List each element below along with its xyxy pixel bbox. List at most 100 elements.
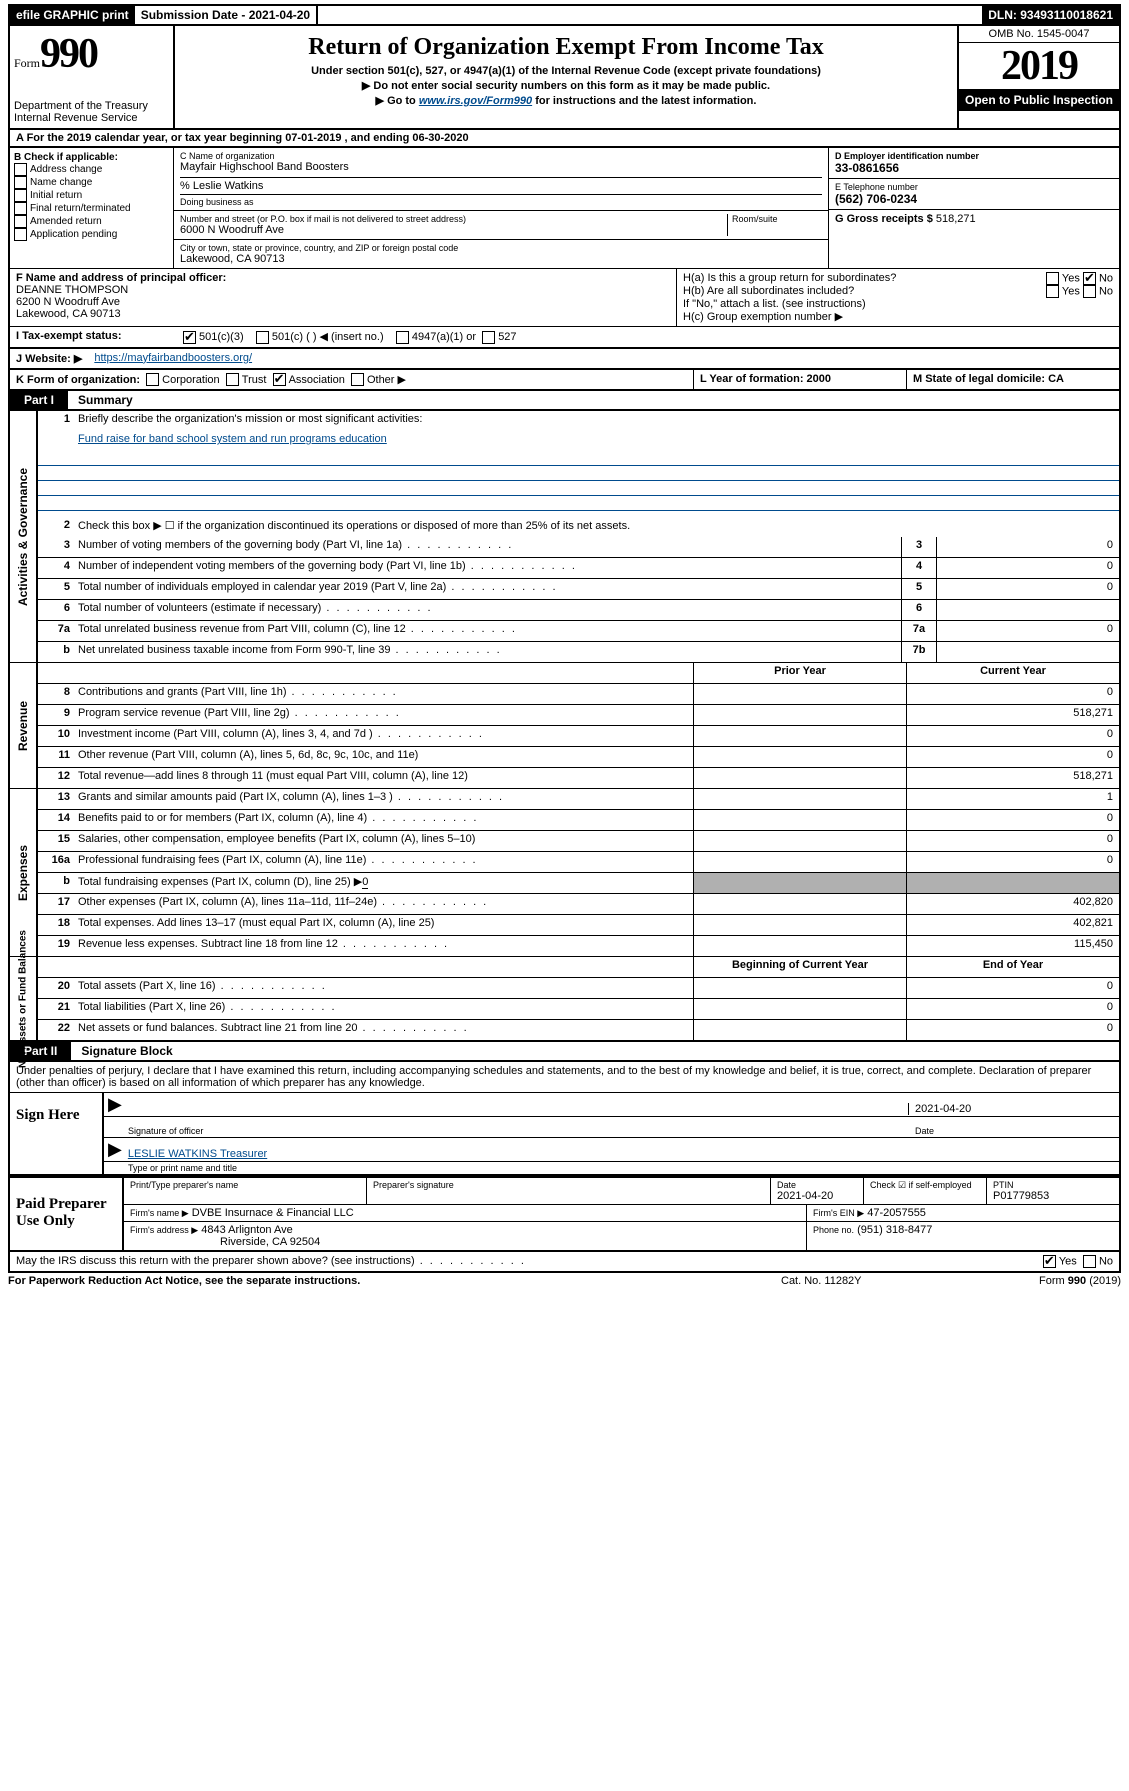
check-final[interactable] [14,202,27,215]
c8: 0 [906,684,1119,704]
header-left: Form990 Department of the Treasury Inter… [10,26,175,128]
cat-no: Cat. No. 11282Y [781,1275,961,1287]
status-527[interactable] [482,331,495,344]
form-990-page: efile GRAPHIC print Submission Date - 20… [0,0,1129,1309]
discuss-yes[interactable] [1043,1255,1056,1268]
c12: 518,271 [906,768,1119,788]
state-domicile: M State of legal domicile: CA [906,370,1119,390]
self-employed-check: Check ☑ if self-employed [870,1180,980,1191]
c18: 402,821 [906,915,1119,935]
check-amended[interactable] [14,215,27,228]
status-501c[interactable] [256,331,269,344]
dln-label: DLN: 93493110018621 [982,6,1119,24]
row-a-tax-year: A For the 2019 calendar year, or tax yea… [8,130,1121,148]
firm-name: DVBE Insurnace & Financial LLC [192,1207,354,1219]
care-of: % Leslie Watkins [180,177,822,192]
status-501c3[interactable] [183,331,196,344]
section-f: F Name and address of principal officer:… [10,269,677,326]
ein-value: 33-0861656 [835,161,1113,175]
mission-text[interactable]: Fund raise for band school system and ru… [78,433,387,445]
check-name[interactable] [14,176,27,189]
side-netassets: Net Assets or Fund Balances [10,957,38,1040]
v6 [936,600,1119,620]
status-4947[interactable] [396,331,409,344]
phone-value: (562) 706-0234 [835,192,1113,206]
street-address: 6000 N Woodruff Ave [180,224,727,236]
year-formation: L Year of formation: 2000 [693,370,906,390]
form-prefix: Form [14,56,40,70]
tax-year: 2019 [959,43,1119,89]
check-address[interactable] [14,163,27,176]
firm-addr1: 4843 Arlignton Ave [201,1224,293,1236]
arrow-icon: ▶ [108,1094,122,1115]
city-state-zip: Lakewood, CA 90713 [180,253,822,265]
org-corp[interactable] [146,373,159,386]
c11: 0 [906,747,1119,767]
side-governance: Activities & Governance [10,411,38,662]
note-ssn: ▶ Do not enter social security numbers o… [185,79,947,92]
website-link[interactable]: https://mayfairbandboosters.org/ [94,352,252,364]
perjury-text: Under penalties of perjury, I declare th… [10,1062,1119,1093]
ha-yes[interactable] [1046,272,1059,285]
sig-date: 2021-04-20 [915,1103,971,1115]
v7b [936,642,1119,662]
c22: 0 [906,1020,1119,1040]
header-center: Return of Organization Exempt From Incom… [175,26,957,128]
efile-label: efile GRAPHIC print [10,6,135,24]
c21: 0 [906,999,1119,1019]
row-j: J Website: ▶ https://mayfairbandboosters… [8,349,1121,370]
officer-sig-name[interactable]: LESLIE WATKINS Treasurer [128,1148,267,1160]
c20: 0 [906,978,1119,998]
form-subtitle: Under section 501(c), 527, or 4947(a)(1)… [185,65,947,77]
hb-no[interactable] [1083,285,1096,298]
firm-addr2: Riverside, CA 92504 [220,1236,800,1248]
c14: 0 [906,810,1119,830]
check-initial[interactable] [14,189,27,202]
sign-here-label: Sign Here [10,1093,102,1174]
row-k: K Form of organization: Corporation Trus… [8,370,1121,392]
side-revenue: Revenue [10,663,38,788]
paid-preparer-label: Paid Preparer Use Only [10,1178,122,1250]
form-header: Form990 Department of the Treasury Inter… [8,26,1121,130]
row-i: I Tax-exempt status: 501(c)(3) 501(c) ( … [8,327,1121,349]
note-link: ▶ Go to www.irs.gov/Form990 for instruct… [185,94,947,107]
section-h: H(a) Is this a group return for subordin… [677,269,1119,326]
dept-treasury: Department of the Treasury [14,100,169,112]
discuss-no[interactable] [1083,1255,1096,1268]
room-label: Room/suite [732,214,822,224]
c10: 0 [906,726,1119,746]
signature-block: Under penalties of perjury, I declare th… [8,1062,1121,1252]
prep-date: 2021-04-20 [777,1190,857,1202]
c17: 402,820 [906,894,1119,914]
irs-link[interactable]: www.irs.gov/Form990 [419,95,532,107]
ha-no[interactable] [1083,272,1096,285]
section-b-title: B Check if applicable: [14,152,169,163]
form-ref: Form 990 (2019) [961,1275,1121,1287]
c15: 0 [906,831,1119,851]
v5: 0 [936,579,1119,599]
dept-irs: Internal Revenue Service [14,112,169,124]
check-pending[interactable] [14,228,27,241]
officer-name: DEANNE THOMPSON [16,284,670,296]
dba-label: Doing business as [180,194,822,207]
org-assoc[interactable] [273,373,286,386]
part-2-header: Part II Signature Block [8,1042,1121,1062]
submission-date: Submission Date - 2021-04-20 [135,6,318,24]
hb-yes[interactable] [1046,285,1059,298]
part-1-header: Part I Summary [8,391,1121,411]
org-trust[interactable] [226,373,239,386]
open-public-badge: Open to Public Inspection [959,89,1119,111]
top-bar: efile GRAPHIC print Submission Date - 20… [8,4,1121,26]
v3: 0 [936,537,1119,557]
firm-phone: (951) 318-8477 [857,1224,932,1236]
org-other[interactable] [351,373,364,386]
v7a: 0 [936,621,1119,641]
form-number: 990 [40,31,97,77]
section-b: B Check if applicable: Address change Na… [10,148,174,268]
form-title: Return of Organization Exempt From Incom… [185,34,947,61]
section-c: C Name of organization Mayfair Highschoo… [174,148,829,268]
discuss-row: May the IRS discuss this return with the… [8,1252,1121,1273]
arrow-icon: ▶ [108,1139,122,1160]
c16b: 0 [362,876,368,889]
c9: 518,271 [906,705,1119,725]
